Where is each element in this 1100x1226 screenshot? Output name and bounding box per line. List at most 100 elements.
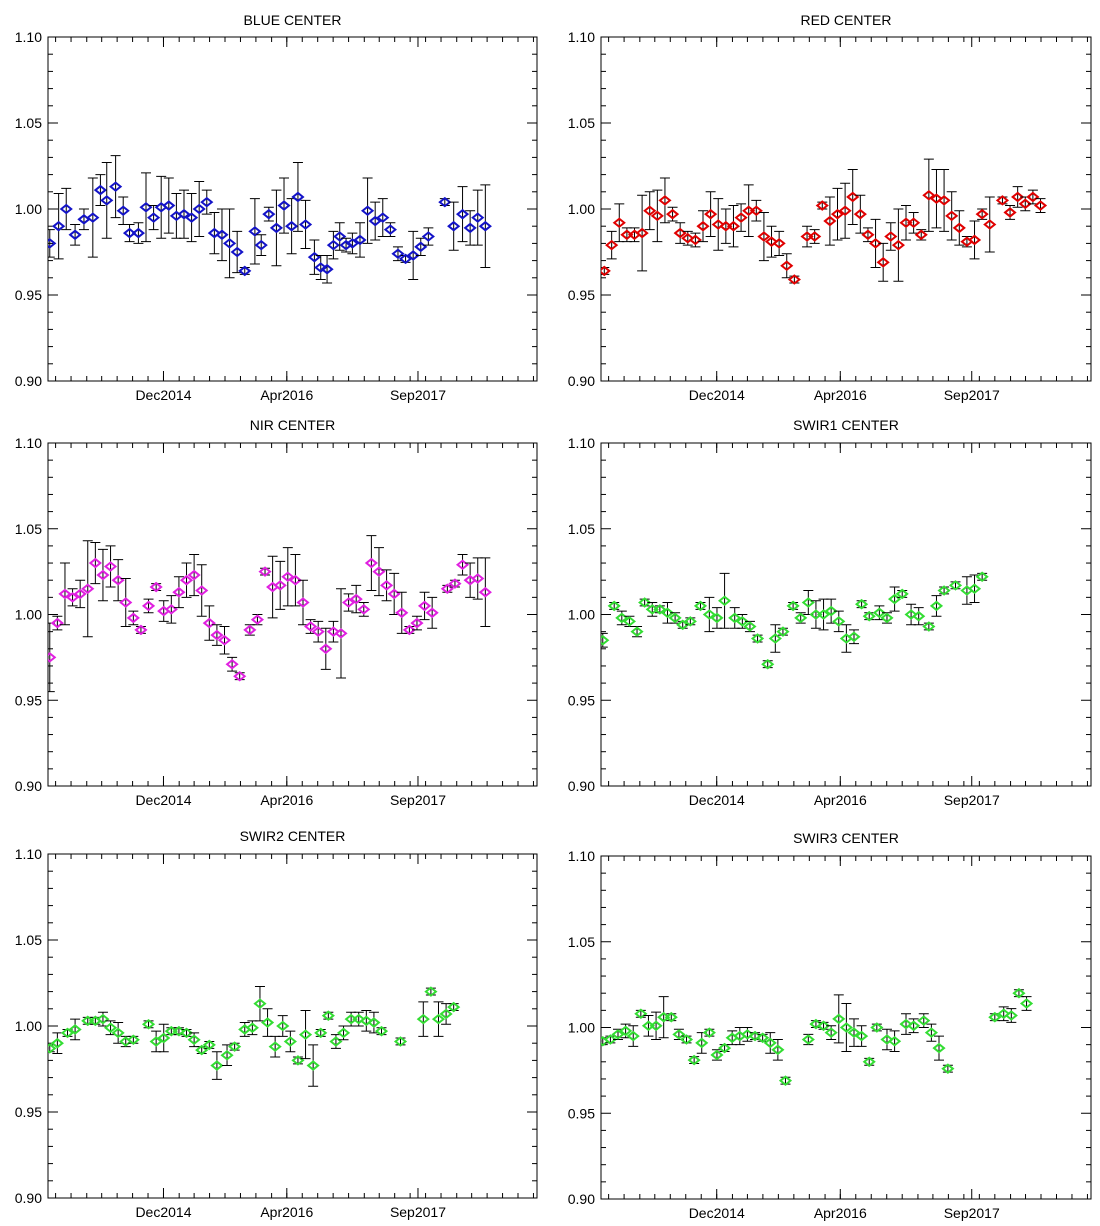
data-point (291, 191, 305, 203)
data-point (717, 595, 732, 607)
data-point (800, 231, 814, 242)
data-point (641, 1020, 656, 1032)
data-point (59, 203, 73, 215)
error-bar (194, 180, 205, 238)
data-point (778, 1075, 793, 1086)
error-bar (181, 562, 192, 598)
swir2-center-plot-frame (47, 853, 538, 1199)
data-point (880, 612, 894, 624)
data-point (357, 604, 371, 615)
error-bar (698, 210, 709, 243)
data-point (846, 191, 860, 203)
swir3-center-chart: SWIR3 CENTER 0.90 0.95 1.00 1.05 1.10 Dec2014 A… (550, 817, 1100, 1226)
error-bar (954, 210, 965, 246)
red-center-chart: RED CENTER 0.90 0.95 1.00 1.05 1.10 Dec2014 Apr… (550, 0, 1100, 408)
red-center-svg: RED CENTER 0.90 0.95 1.00 1.05 1.10 Dec2014 Apr… (568, 12, 1092, 403)
error-bar (53, 193, 64, 260)
data-point (311, 626, 325, 637)
error-bar (219, 626, 230, 655)
error-bar (637, 194, 648, 272)
data-point (847, 1027, 861, 1038)
error-bar (480, 557, 491, 628)
error-bar (840, 182, 851, 239)
data-point (975, 571, 989, 583)
data-point (131, 227, 146, 239)
data-point (334, 628, 348, 639)
data-point (478, 220, 492, 232)
data-point (891, 239, 906, 251)
y-tick-label: 1.00 (15, 201, 42, 217)
data-point (815, 200, 829, 211)
error-bar (211, 1051, 222, 1080)
error-bar (770, 624, 781, 653)
error-bar (320, 627, 331, 670)
data-point (146, 212, 161, 223)
error-bar (75, 579, 86, 609)
data-point (665, 208, 680, 220)
y-tick-label: 0.90 (15, 778, 42, 794)
data-point (780, 260, 794, 272)
data-point (717, 1042, 732, 1054)
data-point (141, 600, 156, 612)
data-point (50, 1037, 64, 1049)
data-point (202, 617, 216, 629)
data-point (314, 1027, 328, 1039)
data-point (1033, 200, 1048, 211)
data-point (81, 583, 95, 595)
data-point (975, 208, 989, 220)
y-tick-label: 1.10 (568, 29, 595, 45)
error-bar (158, 1023, 169, 1053)
error-bar (847, 168, 858, 225)
error-bar (309, 239, 320, 275)
data-point (88, 557, 102, 569)
data-point (907, 1020, 921, 1032)
error-bar (606, 230, 617, 260)
data-point (210, 629, 224, 641)
x-tick-label: Sep2017 (390, 1204, 446, 1220)
error-bar (366, 535, 377, 591)
error-bar (651, 1011, 662, 1041)
x-tick-label: Apr2016 (814, 1205, 867, 1221)
data-point (455, 208, 470, 220)
error-bar (1012, 186, 1023, 208)
data-point (838, 205, 852, 217)
error-bar (370, 201, 381, 241)
y-tick-label: 0.90 (568, 778, 595, 794)
data-point (86, 212, 100, 223)
error-bar (300, 199, 311, 250)
data-point (673, 227, 687, 239)
error-bar (335, 588, 346, 679)
error-bar (713, 198, 724, 251)
data-point (222, 238, 237, 249)
error-bar (166, 595, 177, 624)
data-point (383, 224, 397, 235)
error-bar (766, 225, 777, 258)
error-bar (196, 564, 207, 617)
data-point (298, 219, 313, 230)
data-point (839, 1022, 853, 1033)
swir2-center-title: SWIR2 CENTER (240, 828, 346, 844)
data-point (149, 581, 163, 593)
x-tick-label: Apr2016 (260, 792, 313, 808)
data-point (619, 1025, 633, 1037)
error-bar (133, 222, 144, 244)
data-point (431, 1013, 446, 1025)
data-point (277, 200, 291, 211)
data-point (440, 583, 454, 595)
data-point (372, 566, 386, 577)
error-bar (423, 227, 434, 246)
swir1-center-svg: SWIR1 CENTER 0.90 0.95 1.00 1.05 1.10 Dec2014 A… (568, 417, 1092, 808)
data-point (1004, 1010, 1018, 1021)
data-point (268, 1041, 282, 1052)
error-bar (675, 222, 686, 244)
data-point (922, 621, 936, 632)
data-point (478, 586, 492, 598)
data-point (471, 573, 485, 584)
data-point (1019, 998, 1034, 1009)
error-bar (173, 576, 184, 609)
data-point (749, 205, 763, 217)
red-center-title: RED CENTER (800, 12, 891, 28)
data-point (743, 621, 757, 632)
data-point (376, 212, 390, 223)
data-point (643, 205, 657, 217)
